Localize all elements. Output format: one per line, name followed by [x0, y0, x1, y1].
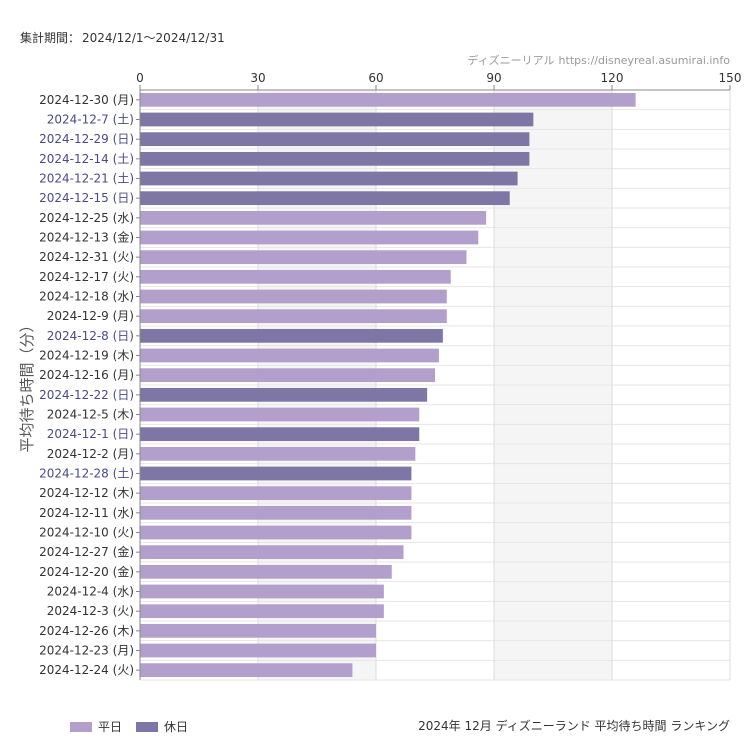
y-tick-label: 2024-12-2 (月) — [47, 447, 134, 461]
y-tick-label: 2024-12-16 (月) — [39, 368, 134, 382]
bar-holiday — [140, 132, 530, 147]
bar-weekday — [140, 250, 467, 265]
y-tick-label: 2024-12-5 (木) — [47, 408, 134, 422]
bar-weekday — [140, 269, 451, 284]
bar-weekday — [140, 564, 392, 579]
y-tick-label: 2024-12-27 (金) — [39, 544, 134, 559]
bar-weekday — [140, 210, 487, 225]
y-tick-label: 2024-12-21 (土) — [39, 172, 134, 186]
y-tick-label: 2024-12-29 (日) — [39, 132, 134, 146]
y-tick-label: 2024-12-8 (日) — [47, 329, 134, 343]
legend-label-weekday: 平日 — [98, 720, 123, 734]
bar-holiday — [140, 171, 518, 186]
x-tick-label: 0 — [136, 71, 144, 85]
bar-holiday — [140, 466, 412, 481]
y-tick-label: 2024-12-9 (月) — [47, 309, 134, 323]
bar-holiday — [140, 427, 420, 442]
site-url: https://disneyreal.asumirai.info — [558, 54, 730, 67]
footer-title: 2024年 12月 ディズニーランド 平均待ち時間 ランキング — [418, 719, 730, 733]
bar-weekday — [140, 289, 447, 304]
bar-weekday — [140, 348, 439, 363]
bar-weekday — [140, 309, 447, 324]
bar-weekday — [140, 525, 412, 540]
y-tick-label: 2024-12-15 (日) — [39, 191, 134, 205]
bar-weekday — [140, 368, 435, 383]
period-value: 2024/12/1～2024/12/31 — [82, 31, 225, 45]
y-tick-label: 2024-12-4 (水) — [47, 585, 134, 599]
bar-holiday — [140, 151, 530, 166]
legend-swatch-holiday — [136, 721, 159, 732]
period-label: 集計期間： — [20, 31, 81, 45]
legend-item-holiday: 休日 — [136, 718, 188, 735]
bar-weekday — [140, 230, 479, 245]
bar-weekday — [140, 663, 353, 678]
y-tick-label: 2024-12-12 (木) — [39, 486, 134, 500]
legend: 平日 休日 — [70, 718, 202, 735]
bar-weekday — [140, 486, 412, 501]
bar-holiday — [140, 387, 428, 402]
bar-holiday — [140, 191, 510, 206]
bar-holiday — [140, 112, 534, 127]
y-tick-label: 2024-12-7 (土) — [47, 113, 134, 127]
y-tick-label: 2024-12-20 (金) — [39, 564, 134, 579]
y-tick-label: 2024-12-25 (水) — [39, 211, 134, 225]
y-tick-label: 2024-12-22 (日) — [39, 388, 134, 402]
y-tick-label: 2024-12-1 (日) — [47, 427, 134, 441]
bar-weekday — [140, 623, 376, 638]
x-tick-label: 60 — [368, 71, 383, 85]
y-tick-label: 2024-12-10 (火) — [39, 526, 134, 540]
legend-swatch-weekday — [70, 721, 92, 732]
period-text: 集計期間： 2024/12/1～2024/12/31 — [20, 29, 225, 46]
bar-weekday — [140, 505, 412, 520]
y-tick-label: 2024-12-26 (木) — [39, 624, 134, 638]
x-tick-label: 150 — [719, 71, 742, 85]
bar-weekday — [140, 545, 404, 560]
bar-weekday — [140, 604, 384, 619]
bar-holiday — [140, 328, 443, 343]
bar-weekday — [140, 92, 636, 107]
y-tick-label: 2024-12-13 (金) — [39, 230, 134, 245]
y-tick-label: 2024-12-3 (火) — [47, 604, 134, 618]
y-tick-labels: 2024-12-30 (月) 2024-12-7 (土) 2024-12-29 (日… — [39, 93, 140, 677]
bar-weekday — [140, 584, 384, 599]
y-tick-label: 2024-12-11 (水) — [39, 506, 134, 520]
x-tick-label: 30 — [250, 71, 265, 85]
y-tick-label: 2024-12-19 (木) — [39, 349, 134, 363]
x-tick-label: 120 — [601, 71, 624, 85]
x-tick-labels: 0 30 60 90 120 150 — [136, 71, 741, 85]
site-credit: ディズニーリアル https://disneyreal.asumirai.info — [467, 52, 730, 68]
y-tick-label: 2024-12-14 (土) — [39, 152, 134, 166]
y-tick-label: 2024-12-30 (月) — [39, 93, 134, 107]
legend-item-weekday: 平日 — [70, 718, 122, 735]
bar-weekday — [140, 407, 420, 422]
bar-weekday — [140, 643, 376, 658]
legend-label-holiday: 休日 — [164, 720, 189, 734]
bar-weekday — [140, 446, 416, 461]
y-axis-label: 平均待ち時間（分） — [18, 317, 36, 452]
axes — [139, 89, 730, 680]
x-tick-label: 90 — [486, 71, 501, 85]
y-tick-label: 2024-12-18 (水) — [39, 290, 134, 304]
y-tick-label: 2024-12-31 (火) — [39, 250, 134, 264]
site-name: ディズニーリアル — [467, 54, 555, 67]
bars — [140, 92, 636, 678]
y-tick-label: 2024-12-28 (土) — [39, 467, 134, 481]
y-tick-label: 2024-12-23 (月) — [39, 644, 134, 658]
y-tick-label: 2024-12-17 (火) — [39, 270, 134, 284]
y-tick-label: 2024-12-24 (火) — [39, 663, 134, 677]
